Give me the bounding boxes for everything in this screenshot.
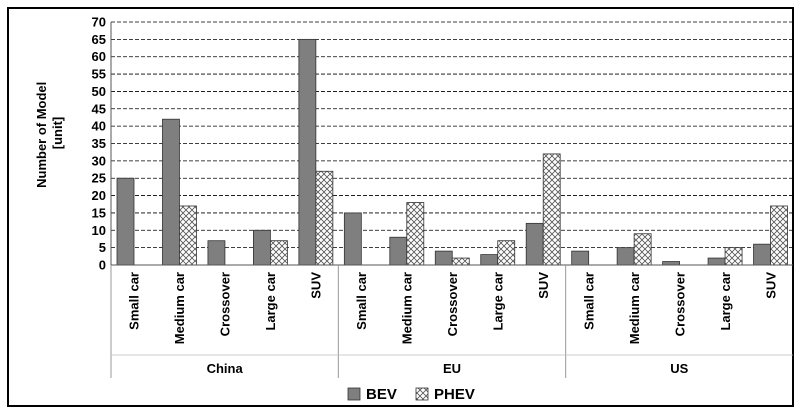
legend-swatch-phev [415, 387, 429, 401]
bar-bev [571, 250, 590, 266]
y-tick-label: 40 [92, 119, 106, 134]
x-category-label: Small car [127, 272, 142, 330]
y-axis-label-line-2: [unit] [50, 117, 65, 149]
bar-bev [753, 243, 771, 266]
legend-swatch-bev [347, 387, 361, 401]
bar-bev [162, 118, 180, 266]
bar-phev [406, 202, 425, 266]
bar-phev [179, 205, 197, 266]
y-tick-label: 20 [92, 188, 106, 203]
bar-bev [389, 236, 408, 266]
group-labels: China EU US [110, 265, 793, 378]
category-labels: Small car Medium car Crossover Large car SUV… [127, 272, 779, 345]
bar-phev [451, 257, 470, 266]
x-category-label: SUV [309, 272, 324, 299]
bar-bev [207, 240, 226, 266]
x-category-label: Crossover [218, 272, 233, 336]
y-tick-label: 25 [92, 171, 106, 186]
y-axis-label-line-1: Number of Model [34, 82, 49, 188]
bar-bev [434, 250, 453, 266]
y-tick-label: 45 [92, 101, 106, 116]
legend-label-bev: BEV [366, 386, 397, 403]
x-category-label: SUV [536, 272, 551, 299]
bar-phev [724, 247, 743, 266]
bar-phev [269, 240, 288, 266]
bar-bev [480, 254, 499, 266]
bar-bev [252, 229, 271, 266]
x-category-label: SUV [763, 272, 778, 299]
x-category-label: Large car [263, 272, 278, 331]
x-category-label: Medium car [172, 272, 187, 344]
axes [110, 22, 793, 266]
bar-bev [343, 212, 362, 266]
bar-bev [525, 222, 544, 266]
y-tick-label: 65 [92, 32, 106, 47]
x-category-label: Medium car [400, 272, 415, 344]
y-tick-label: 0 [99, 258, 106, 273]
bar-phev [633, 233, 652, 266]
bar-bev [616, 247, 635, 266]
legend-label-phev: PHEV [434, 386, 475, 403]
bar-phev [770, 205, 788, 266]
x-category-label: Crossover [445, 272, 460, 336]
x-category-label: Small car [581, 272, 596, 330]
x-category-label: Medium car [627, 272, 642, 344]
y-tick-labels: 0 5 10 15 20 25 30 35 40 45 50 55 60 65 70 [92, 15, 106, 273]
bar-phev [542, 153, 561, 266]
y-tick-label: 10 [92, 223, 106, 238]
y-axis-label: Number of Model [unit] [34, 78, 65, 188]
legend: BEV PHEV [347, 386, 475, 403]
y-tick-label: 50 [92, 84, 106, 99]
bar-bev [662, 261, 680, 266]
y-tick-label: 55 [92, 67, 106, 82]
bar-bev [116, 177, 135, 266]
x-category-label: Large car [490, 272, 505, 331]
x-group-label: EU [443, 361, 461, 376]
x-category-label: Small car [354, 272, 369, 330]
bar-bev [298, 38, 317, 266]
bar-phev [315, 170, 334, 266]
x-group-label: US [670, 361, 688, 376]
y-tick-label: 70 [92, 15, 106, 30]
y-tick-label: 15 [92, 205, 106, 220]
y-tick-label: 30 [92, 153, 106, 168]
x-group-label: China [207, 361, 244, 376]
x-category-label: Crossover [672, 272, 687, 336]
x-category-label: Large car [718, 272, 733, 331]
bar-phev [497, 240, 516, 266]
y-tick-label: 5 [99, 240, 106, 255]
y-tick-label: 35 [92, 136, 106, 151]
y-tick-label: 60 [92, 49, 106, 64]
bars [116, 38, 788, 266]
bar-bev [707, 257, 726, 266]
